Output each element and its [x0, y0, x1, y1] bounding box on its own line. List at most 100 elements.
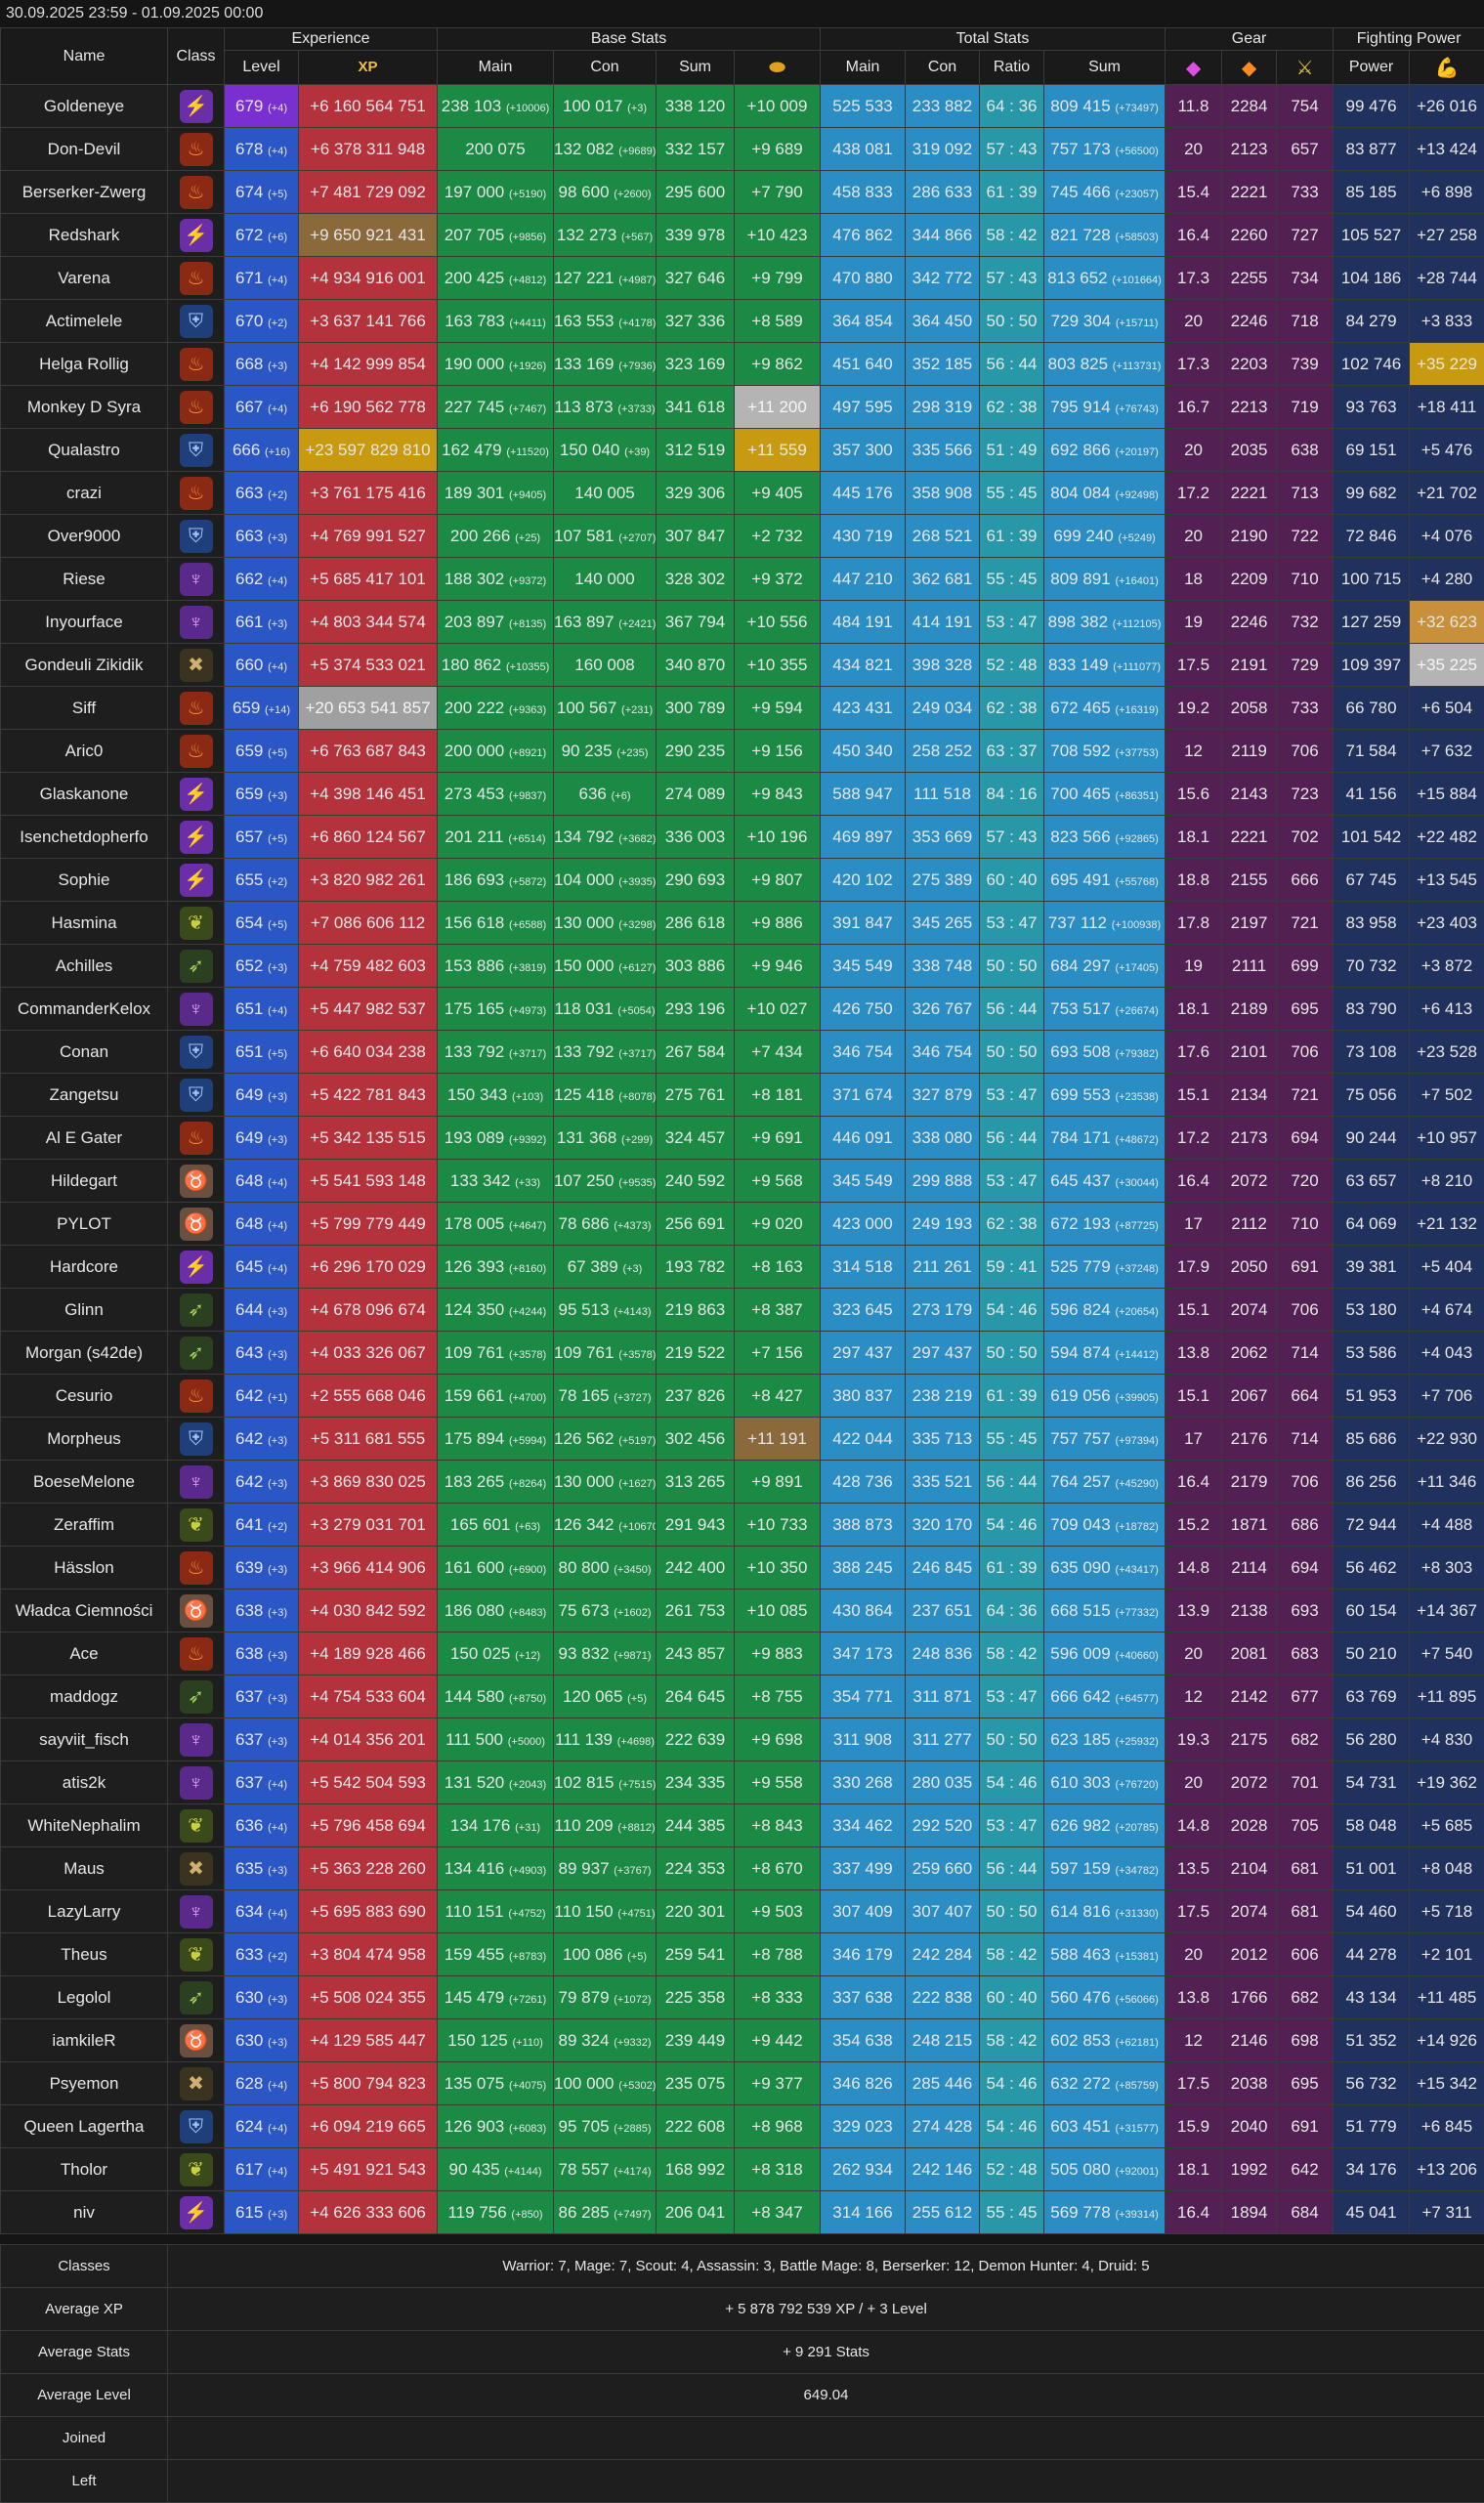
player-name[interactable]: Monkey D Syra — [1, 386, 168, 429]
player-name[interactable]: Hardcore — [1, 1246, 168, 1289]
base-main-cell: 145 479 (+7261) — [438, 1976, 554, 2019]
player-name[interactable]: Sophie — [1, 859, 168, 902]
player-name[interactable]: Redshark — [1, 214, 168, 257]
col-name[interactable]: Name — [1, 28, 168, 85]
cell-value: 809 415 — [1050, 97, 1110, 115]
player-name[interactable]: Morgan (s42de) — [1, 1332, 168, 1375]
player-name[interactable]: Siff — [1, 687, 168, 730]
player-name[interactable]: Aric0 — [1, 730, 168, 773]
class-cell: ❦ — [168, 2148, 225, 2191]
player-name[interactable]: Isenchetdopherfo — [1, 816, 168, 859]
cell-value: 672 465 — [1050, 699, 1110, 717]
player-name[interactable]: Ace — [1, 1633, 168, 1676]
col-gear-pink[interactable]: ◆ — [1166, 51, 1222, 85]
player-name[interactable]: atis2k — [1, 1761, 168, 1804]
col-gear-sword[interactable]: ⚔ — [1277, 51, 1334, 85]
player-name[interactable]: Helga Rollig — [1, 343, 168, 386]
cell-value: 639 — [235, 1558, 263, 1577]
player-name[interactable]: Psyemon — [1, 2062, 168, 2105]
player-name[interactable]: Conan — [1, 1031, 168, 1074]
col-sum[interactable]: Sum — [657, 51, 735, 85]
player-name[interactable]: Riese — [1, 558, 168, 601]
cell-value: 710 — [1291, 570, 1318, 588]
col-xp[interactable]: XP — [299, 51, 438, 85]
cell-value: 80 800 — [559, 1558, 610, 1577]
gear-orange-cell: 2203 — [1222, 343, 1277, 386]
col-gold[interactable]: ⬬ — [735, 51, 821, 85]
player-name[interactable]: Over9000 — [1, 515, 168, 558]
cell-value: +5 491 921 543 — [310, 2160, 426, 2179]
player-name[interactable]: Hässlon — [1, 1547, 168, 1590]
player-name[interactable]: maddogz — [1, 1676, 168, 1718]
player-name[interactable]: Legolol — [1, 1976, 168, 2019]
cell-value: 2213 — [1231, 398, 1268, 416]
cell-delta: (+3767) — [614, 1865, 651, 1877]
player-name[interactable]: WhiteNephalim — [1, 1804, 168, 1847]
player-name[interactable]: Achilles — [1, 945, 168, 988]
cell-delta: (+9392) — [509, 1134, 546, 1146]
player-name[interactable]: Glaskanone — [1, 773, 168, 816]
cell-value: 649 — [235, 1085, 263, 1104]
player-name[interactable]: sayviit_fisch — [1, 1718, 168, 1761]
player-name[interactable]: BoeseMelone — [1, 1461, 168, 1504]
player-name[interactable]: Berserker-Zwerg — [1, 171, 168, 214]
class-cell: ⚡ — [168, 816, 225, 859]
power-delta-cell: +22 930 — [1410, 1418, 1484, 1461]
player-name[interactable]: Gondeuli Zikidik — [1, 644, 168, 687]
player-name[interactable]: iamkileR — [1, 2019, 168, 2062]
cell-value: 667 — [235, 398, 263, 416]
cell-value: 16.7 — [1177, 398, 1209, 416]
class-cell: ⛨ — [168, 515, 225, 558]
cell-value: 127 259 — [1341, 613, 1401, 631]
player-name[interactable]: crazi — [1, 472, 168, 515]
col-gear-orange[interactable]: ◆ — [1222, 51, 1277, 85]
player-name[interactable]: Theus — [1, 1933, 168, 1976]
player-name[interactable]: Zangetsu — [1, 1074, 168, 1117]
player-name[interactable]: Queen Lagertha — [1, 2105, 168, 2148]
col-total-sum[interactable]: Sum — [1044, 51, 1166, 85]
col-power-delta[interactable]: 💪 — [1410, 51, 1484, 85]
cell-value: 718 — [1291, 312, 1318, 330]
gear-orange-cell: 2190 — [1222, 515, 1277, 558]
player-name[interactable]: Glinn — [1, 1289, 168, 1332]
player-name[interactable]: LazyLarry — [1, 1890, 168, 1933]
total-sum-cell: 588 463 (+15381) — [1044, 1933, 1166, 1976]
cell-value: 693 508 — [1050, 1042, 1110, 1061]
col-power[interactable]: Power — [1334, 51, 1410, 85]
player-name[interactable]: niv — [1, 2191, 168, 2234]
col-con[interactable]: Con — [554, 51, 657, 85]
cell-value: 311 871 — [912, 1687, 971, 1706]
player-name[interactable]: Don-Devil — [1, 128, 168, 171]
col-ratio[interactable]: Ratio — [980, 51, 1044, 85]
player-name[interactable]: Tholor — [1, 2148, 168, 2191]
player-name[interactable]: Goldeneye — [1, 85, 168, 128]
gold-cell: +9 946 — [735, 945, 821, 988]
player-name[interactable]: CommanderKelox — [1, 988, 168, 1031]
col-total-main[interactable]: Main — [821, 51, 906, 85]
player-name[interactable]: Al E Gater — [1, 1117, 168, 1160]
level-cell: 666 (+16) — [225, 429, 299, 472]
col-class[interactable]: Class — [168, 28, 225, 85]
cell-value: 347 173 — [832, 1644, 892, 1663]
player-name[interactable]: Qualastro — [1, 429, 168, 472]
total-con-cell: 398 328 — [906, 644, 980, 687]
base-con-cell: 100 086 (+5) — [554, 1933, 657, 1976]
player-name[interactable]: Zeraffim — [1, 1504, 168, 1547]
col-level[interactable]: Level — [225, 51, 299, 85]
player-name[interactable]: Cesurio — [1, 1375, 168, 1418]
player-name[interactable]: Varena — [1, 257, 168, 300]
player-name[interactable]: Maus — [1, 1847, 168, 1890]
cell-value: 130 000 — [554, 1472, 614, 1491]
player-name[interactable]: Morpheus — [1, 1418, 168, 1461]
col-total-con[interactable]: Con — [906, 51, 980, 85]
player-name[interactable]: Władca Ciemności — [1, 1590, 168, 1633]
player-name[interactable]: PYLOT — [1, 1203, 168, 1246]
col-main[interactable]: Main — [438, 51, 554, 85]
gear-orange-cell: 2260 — [1222, 214, 1277, 257]
level-cell: 641 (+2) — [225, 1504, 299, 1547]
player-name[interactable]: Actimelele — [1, 300, 168, 343]
player-name[interactable]: Hildegart — [1, 1160, 168, 1203]
cell-value: 753 517 — [1050, 999, 1110, 1018]
player-name[interactable]: Inyourface — [1, 601, 168, 644]
player-name[interactable]: Hasmina — [1, 902, 168, 945]
